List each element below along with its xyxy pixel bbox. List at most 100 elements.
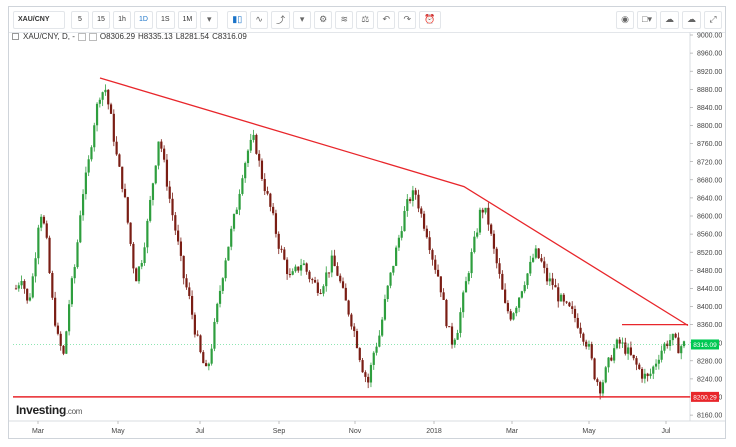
cloud-load-icon[interactable]: ☁ <box>660 10 679 29</box>
candle-body <box>56 325 60 334</box>
color-icon[interactable]: □▾ <box>637 10 657 29</box>
candle-body <box>562 294 565 302</box>
candle-body <box>95 103 99 126</box>
redo-icon[interactable]: ↷ <box>398 10 417 29</box>
candle-body <box>146 220 149 248</box>
hide-series-icon[interactable] <box>77 32 86 41</box>
candle-body <box>283 249 286 260</box>
candle-body <box>473 236 476 253</box>
candle-body <box>680 346 683 354</box>
candle-body <box>601 382 605 394</box>
candle-body <box>531 257 535 262</box>
y-tick-label: 9000.00 <box>697 33 722 40</box>
symbol-selector[interactable]: XAU/CNY <box>13 10 65 29</box>
candle-body <box>367 376 370 383</box>
drawing-dropdown-icon[interactable]: ▾ <box>293 10 312 29</box>
candle-body <box>123 188 127 198</box>
candle-body <box>165 159 169 187</box>
fullscreen-icon[interactable]: ⤢ <box>704 10 722 29</box>
candle-body <box>311 279 314 281</box>
candle-body <box>344 287 347 301</box>
y-tick-label: 8520.00 <box>697 250 722 257</box>
interval-dropdown-icon[interactable]: ▾ <box>200 10 219 29</box>
candle-body <box>149 199 152 221</box>
candle-body <box>255 134 258 154</box>
candle-body <box>227 246 230 261</box>
candle-body <box>484 207 487 213</box>
candle-body <box>372 352 375 365</box>
candle-body <box>269 193 272 207</box>
candle-body <box>635 358 638 365</box>
interval-1s-button[interactable]: 1S <box>155 10 175 29</box>
candle-body <box>221 278 224 291</box>
candle-body <box>431 250 434 260</box>
x-tick-label: May <box>111 428 125 435</box>
candle-body <box>135 268 138 282</box>
interval-1d-button[interactable]: 1D <box>134 10 153 29</box>
candle-body <box>375 346 378 353</box>
candle-body <box>48 237 51 273</box>
candle-body <box>288 274 292 276</box>
candle-body <box>464 281 468 293</box>
candle-body <box>649 373 652 377</box>
high-value: H8335.13 <box>138 32 173 41</box>
candle-body <box>640 368 644 379</box>
series-settings-icon[interactable] <box>88 32 97 41</box>
descending-trendline <box>99 77 689 327</box>
candle-body <box>403 210 406 232</box>
x-tick-label: Nov <box>349 428 362 435</box>
scale-icon[interactable]: ⚖ <box>356 10 375 29</box>
candle-body <box>369 364 373 383</box>
candle-body <box>624 342 627 354</box>
drawing-icon[interactable]: ⤴ <box>271 10 291 29</box>
y-tick-label: 8640.00 <box>697 196 722 203</box>
candle-body <box>132 243 135 269</box>
series-toggle-icon[interactable] <box>12 33 19 40</box>
candle-body <box>40 216 43 228</box>
indicators-icon[interactable]: ∿ <box>250 10 269 29</box>
candle-body <box>621 342 624 344</box>
candle-body <box>347 300 350 315</box>
candle-body <box>263 178 266 192</box>
settings-icon[interactable]: ⚙ <box>314 10 333 29</box>
candle-body <box>26 288 29 301</box>
undo-icon[interactable]: ↶ <box>377 10 396 29</box>
candle-body <box>207 363 210 367</box>
candle-body <box>101 92 104 100</box>
candle-body <box>90 147 93 160</box>
candles-icon[interactable]: ▮▯ <box>227 10 248 29</box>
y-tick-label: 8920.00 <box>697 69 722 76</box>
candle-body <box>241 178 244 194</box>
interval-5-button[interactable]: 5 <box>71 10 89 29</box>
open-value: O8306.29 <box>99 32 136 41</box>
x-tick-label: Mar <box>32 428 45 435</box>
add-alert-icon[interactable]: ⏰ <box>419 10 441 29</box>
candle-body <box>87 159 90 173</box>
camera-icon[interactable]: ◉ <box>616 10 635 29</box>
candle-body <box>81 194 85 216</box>
candle-body <box>456 332 459 340</box>
candle-body <box>157 141 160 166</box>
compare-icon[interactable]: ≋ <box>335 10 354 29</box>
candle-body <box>54 297 57 326</box>
candle-body <box>115 141 118 155</box>
interval-15-button[interactable]: 15 <box>92 10 110 29</box>
candle-body <box>182 255 185 279</box>
candle-body <box>299 265 303 271</box>
candle-body <box>291 271 294 275</box>
candle-body <box>204 363 208 367</box>
interval-1h-button[interactable]: 1h <box>113 10 131 29</box>
candle-body <box>341 281 345 288</box>
y-tick-label: 8600.00 <box>697 214 722 221</box>
candle-body <box>587 343 591 347</box>
candle-body <box>333 255 336 267</box>
candle-body <box>565 301 568 303</box>
candle-body <box>277 233 280 249</box>
cloud-save-icon[interactable]: ☁ <box>682 10 701 29</box>
candle-body <box>137 266 141 282</box>
interval-1m-button[interactable]: 1M <box>177 10 198 29</box>
candle-body <box>395 247 398 266</box>
support-price-label: 8200.29 <box>693 394 717 401</box>
candle-body <box>23 281 26 289</box>
